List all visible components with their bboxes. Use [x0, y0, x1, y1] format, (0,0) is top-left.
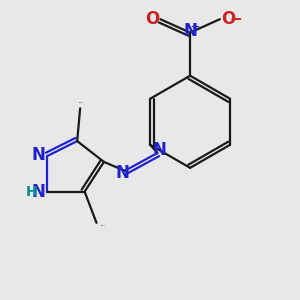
Text: O: O: [221, 10, 235, 28]
Text: −: −: [229, 12, 242, 27]
Text: N: N: [183, 22, 197, 40]
Text: +: +: [191, 22, 200, 32]
Text: N: N: [32, 183, 46, 201]
Text: O: O: [145, 10, 159, 28]
Text: N: N: [116, 164, 129, 182]
Text: H: H: [25, 185, 37, 199]
Text: methyl: methyl: [79, 102, 83, 103]
Text: N: N: [153, 141, 167, 159]
Text: methyl: methyl: [101, 225, 106, 226]
Text: N: N: [32, 146, 46, 164]
